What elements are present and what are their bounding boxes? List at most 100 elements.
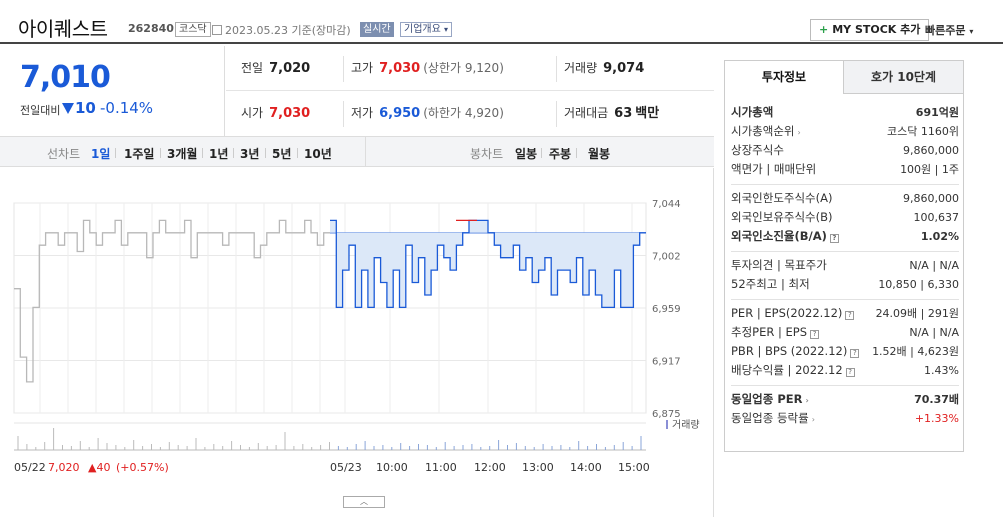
prev-day-label: 05/22	[14, 461, 46, 474]
open-value: 7,030	[269, 106, 311, 121]
info-value: 24.09배 | 291원	[875, 307, 959, 320]
info-label: 동일업종 등락률 ›	[731, 411, 815, 425]
volume-value: 9,074	[603, 61, 645, 76]
info-row[interactable]: PBR | BPS (2022.12)? 1.52배 | 4,623원	[731, 342, 959, 361]
chevron-right-icon: ›	[797, 128, 801, 137]
my-stock-label: MY STOCK 추가	[832, 23, 921, 36]
my-stock-add-button[interactable]: + MY STOCK 추가	[810, 19, 930, 41]
market-badge: 코스닥	[175, 22, 211, 37]
realtime-badge[interactable]: 실시간	[360, 22, 394, 37]
chart-canvas: 7,044 7,002 6,959 6,917 6,875 05/23 10:00 11:0…	[13, 199, 700, 474]
calendar-icon	[212, 25, 222, 35]
price-stats: 전일 7,020 고가 7,030 (상한가 9,120) 거래량 9,074 시가 7,…	[226, 46, 714, 136]
x-tick-label: 10:00	[376, 461, 408, 474]
info-label: PER | EPS(2022.12)?	[731, 304, 855, 323]
info-row[interactable]: PER | EPS(2022.12)? 24.09배 | 291원	[731, 304, 959, 323]
info-row: 외국인보유주식수(B) 100,637	[731, 208, 959, 227]
tab-orderbook[interactable]: 호가 10단계	[844, 61, 963, 94]
period-5y[interactable]: 5년	[272, 147, 292, 161]
info-section: 외국인한도주식수(A) 9,860,000 외국인보유주식수(B) 100,637 외국…	[731, 189, 959, 246]
info-row[interactable]: 외국인소진율(B/A)? 1.02%	[731, 227, 959, 246]
period-1y[interactable]: 1년	[209, 147, 229, 161]
info-label: 외국인보유주식수(B)	[731, 210, 833, 224]
period-3m[interactable]: 3개월	[167, 147, 198, 161]
prev-day-percent: (+0.57%)	[116, 461, 169, 474]
quick-order-link[interactable]: 빠른주문 ▾	[925, 22, 973, 38]
corp-overview-dropdown[interactable]: 기업개요 ▾	[400, 22, 453, 37]
help-icon[interactable]: ?	[845, 368, 855, 377]
price-chart: 7,044 7,002 6,959 6,917 6,875 05/23 10:00 11:0…	[0, 168, 714, 517]
y-tick-label: 7,002	[652, 252, 681, 263]
current-price: 7,010	[20, 60, 111, 95]
info-row[interactable]: 동일업종 PER › 70.37배	[731, 390, 959, 409]
chevron-right-icon: ›	[811, 415, 815, 424]
amount-unit: 백만	[635, 106, 660, 121]
help-icon[interactable]: ?	[829, 234, 839, 243]
info-row: 상장주식수 9,860,000	[731, 141, 959, 160]
info-row: 시가총액 691억원	[731, 103, 959, 122]
down-triangle-icon	[62, 103, 74, 114]
period-3y[interactable]: 3년	[240, 147, 260, 161]
info-value: 9,860,000	[903, 144, 959, 157]
info-row: 52주최고 | 최저 10,850 | 6,330	[731, 275, 959, 294]
info-row[interactable]: 추정PER | EPS? N/A | N/A	[731, 323, 959, 342]
date-value: 2023.05.23	[225, 24, 288, 37]
date-label: 2023.05.23 기준(장마감)	[212, 22, 351, 38]
prev-day-summary: 05/22 7,020 ▲40 (+0.57%)	[14, 461, 169, 474]
info-value: 9,860,000	[903, 192, 959, 205]
period-10y[interactable]: 10년	[304, 147, 332, 161]
section-divider	[731, 184, 959, 185]
info-value: 70.37배	[914, 393, 959, 406]
info-row[interactable]: 동일업종 등락률 › +1.33%	[731, 409, 959, 428]
help-icon[interactable]: ?	[810, 330, 820, 339]
corp-overview-label: 기업개요	[404, 24, 441, 35]
tab-invest-info[interactable]: 투자정보	[725, 61, 844, 94]
info-value: +1.33%	[914, 412, 959, 425]
price-box: 7,010 전일대비 10 -0.14%	[0, 46, 225, 136]
info-label: 추정PER | EPS?	[731, 323, 820, 342]
section-divider	[731, 251, 959, 252]
candle-monthly[interactable]: 월봉	[588, 147, 611, 161]
stats-row: 전일 7,020 고가 7,030 (상한가 9,120) 거래량 9,074	[226, 46, 714, 91]
info-value: 691억원	[915, 106, 959, 119]
period-1w[interactable]: 1주일	[124, 147, 155, 161]
info-label: 외국인한도주식수(A)	[731, 191, 833, 205]
today-area	[330, 220, 646, 308]
info-value: N/A | N/A	[909, 326, 959, 339]
x-tick-label: 13:00	[522, 461, 554, 474]
volume: 거래량 9,074	[564, 46, 644, 91]
stats-row: 시가 7,030 저가 6,950 (하한가 4,920) 거래대금 63 백만	[226, 91, 714, 136]
info-value: 코스닥 1160위	[887, 125, 959, 138]
quick-order-label: 빠른주문	[925, 24, 966, 37]
trade-amount: 거래대금 63 백만	[564, 91, 659, 136]
upper-limit: (상한가 9,120)	[423, 61, 504, 75]
info-row: 액면가 | 매매단위 100원 | 1주	[731, 160, 959, 179]
amount-value: 63	[614, 106, 633, 121]
y-tick-label: 6,959	[652, 304, 681, 315]
info-row: 외국인한도주식수(A) 9,860,000	[731, 189, 959, 208]
info-value: 1.52배 | 4,623원	[872, 345, 959, 358]
info-row[interactable]: 배당수익률 | 2022.12? 1.43%	[731, 361, 959, 380]
high-price: 고가 7,030 (상한가 9,120)	[351, 46, 504, 91]
chart-expand-toggle[interactable]: ︿	[343, 496, 385, 508]
prev-day-close: 7,020	[48, 461, 80, 474]
volume-legend-swatch	[666, 420, 668, 429]
prev-close-value: 7,020	[269, 61, 311, 76]
help-icon[interactable]: ?	[850, 349, 860, 358]
candle-daily[interactable]: 일봉	[515, 147, 538, 161]
info-value: 1.02%	[920, 230, 959, 243]
amount-label: 거래대금	[564, 106, 609, 120]
period-1d[interactable]: 1일	[91, 147, 111, 161]
chart-toolbar: 선차트 1일 1주일 3개월 1년 3년 5년 10년 봉차트 일봉 주봉 월봉	[0, 136, 714, 167]
candle-chart-label[interactable]: 봉차트	[470, 147, 504, 161]
info-row[interactable]: 시가총액순위 › 코스닥 1160위	[731, 122, 959, 141]
info-label: 액면가 | 매매단위	[731, 162, 817, 176]
x-tick-label: 05/23	[330, 461, 362, 474]
low-label: 저가	[351, 106, 374, 120]
info-tabs: 투자정보 호가 10단계	[725, 61, 963, 94]
line-chart-label[interactable]: 선차트	[47, 147, 81, 161]
help-icon[interactable]: ?	[845, 311, 855, 320]
candle-weekly[interactable]: 주봉	[549, 147, 572, 161]
